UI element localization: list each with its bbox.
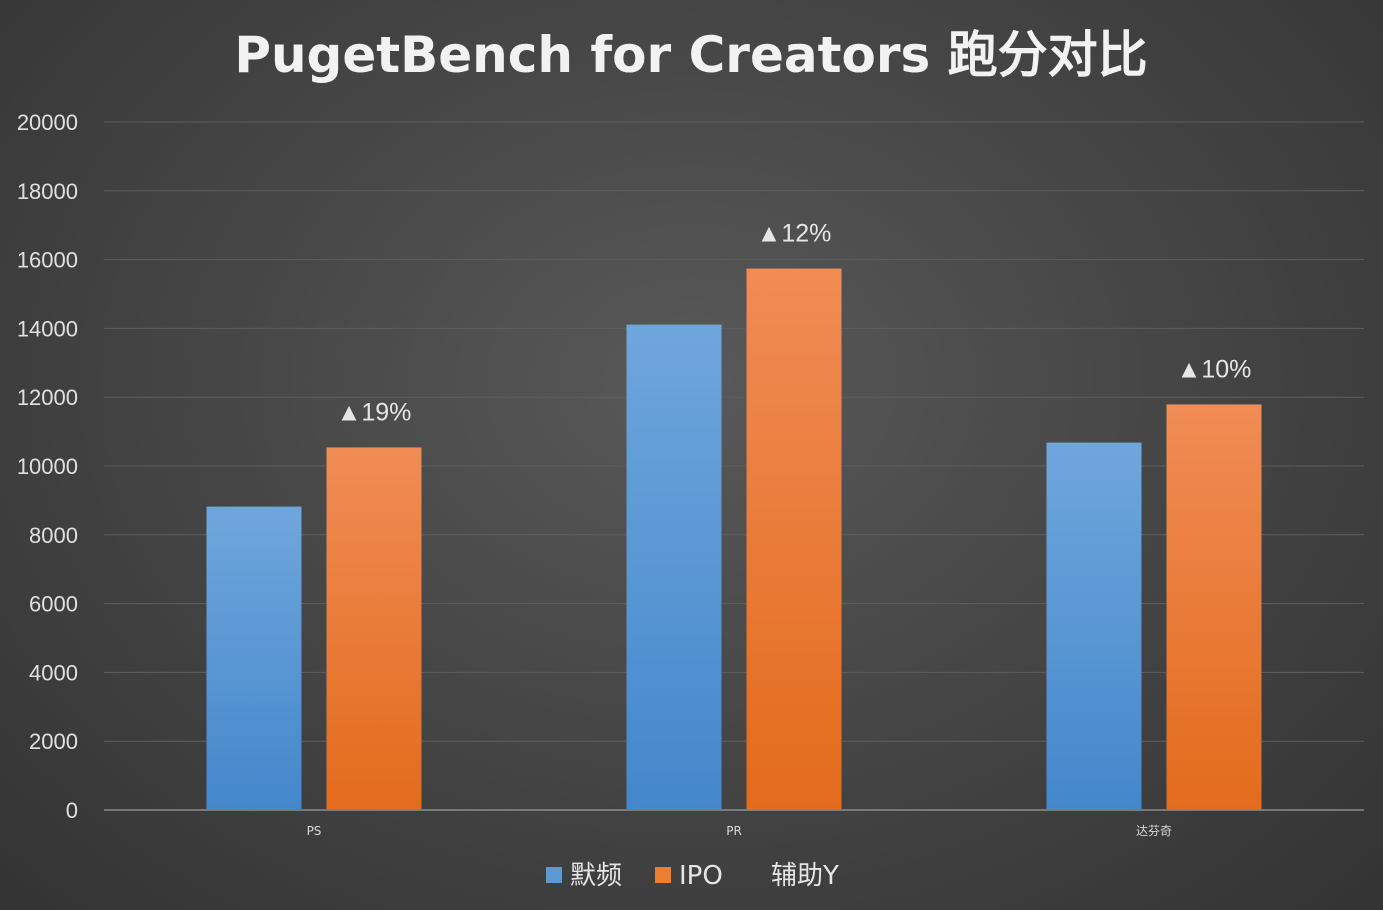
y-tick-label: 16000 [17, 248, 78, 273]
bar-ipo [326, 447, 422, 810]
y-tick-label: 8000 [29, 523, 78, 548]
bar-ipo [746, 268, 842, 810]
legend: 默频 IPO 辅助Y [546, 861, 839, 891]
bar-ipo [1166, 404, 1262, 810]
y-tick-label: 14000 [17, 316, 78, 341]
bar-default [1046, 442, 1142, 810]
y-tick-label: 20000 [17, 110, 78, 135]
bars [206, 268, 1262, 810]
legend-label: IPO [679, 861, 723, 891]
bar-default [626, 324, 722, 810]
y-tick-label: 0 [66, 798, 78, 823]
bar-default [206, 506, 302, 810]
increase-annotation: ▲10% [1177, 355, 1252, 383]
y-tick-label: 12000 [17, 385, 78, 410]
y-tick-label: 6000 [29, 592, 78, 617]
data-annotations: ▲19% ▲12% ▲10% [337, 220, 1252, 427]
gridlines [104, 121, 1364, 811]
increase-annotation: ▲12% [757, 220, 832, 248]
y-tick-label: 4000 [29, 660, 78, 685]
legend-swatch [546, 867, 562, 883]
x-tick-label: PR [726, 824, 742, 838]
y-axis-tick-labels: 0 2000 4000 6000 8000 10000 12000 14000 16000 180… [17, 110, 78, 823]
y-tick-label: 18000 [17, 179, 78, 204]
legend-label: 辅助Y [771, 861, 839, 891]
legend-swatch [655, 867, 671, 883]
increase-annotation: ▲19% [337, 398, 412, 426]
y-tick-label: 2000 [29, 729, 78, 754]
x-axis-tick-labels: PS PR 达芬奇 [307, 824, 1172, 838]
x-tick-label: 达芬奇 [1136, 824, 1172, 838]
y-tick-label: 10000 [17, 454, 78, 479]
x-tick-label: PS [307, 824, 322, 838]
chart-title: PugetBench for Creators 跑分对比 [234, 26, 1147, 84]
legend-label: 默频 [570, 861, 622, 891]
